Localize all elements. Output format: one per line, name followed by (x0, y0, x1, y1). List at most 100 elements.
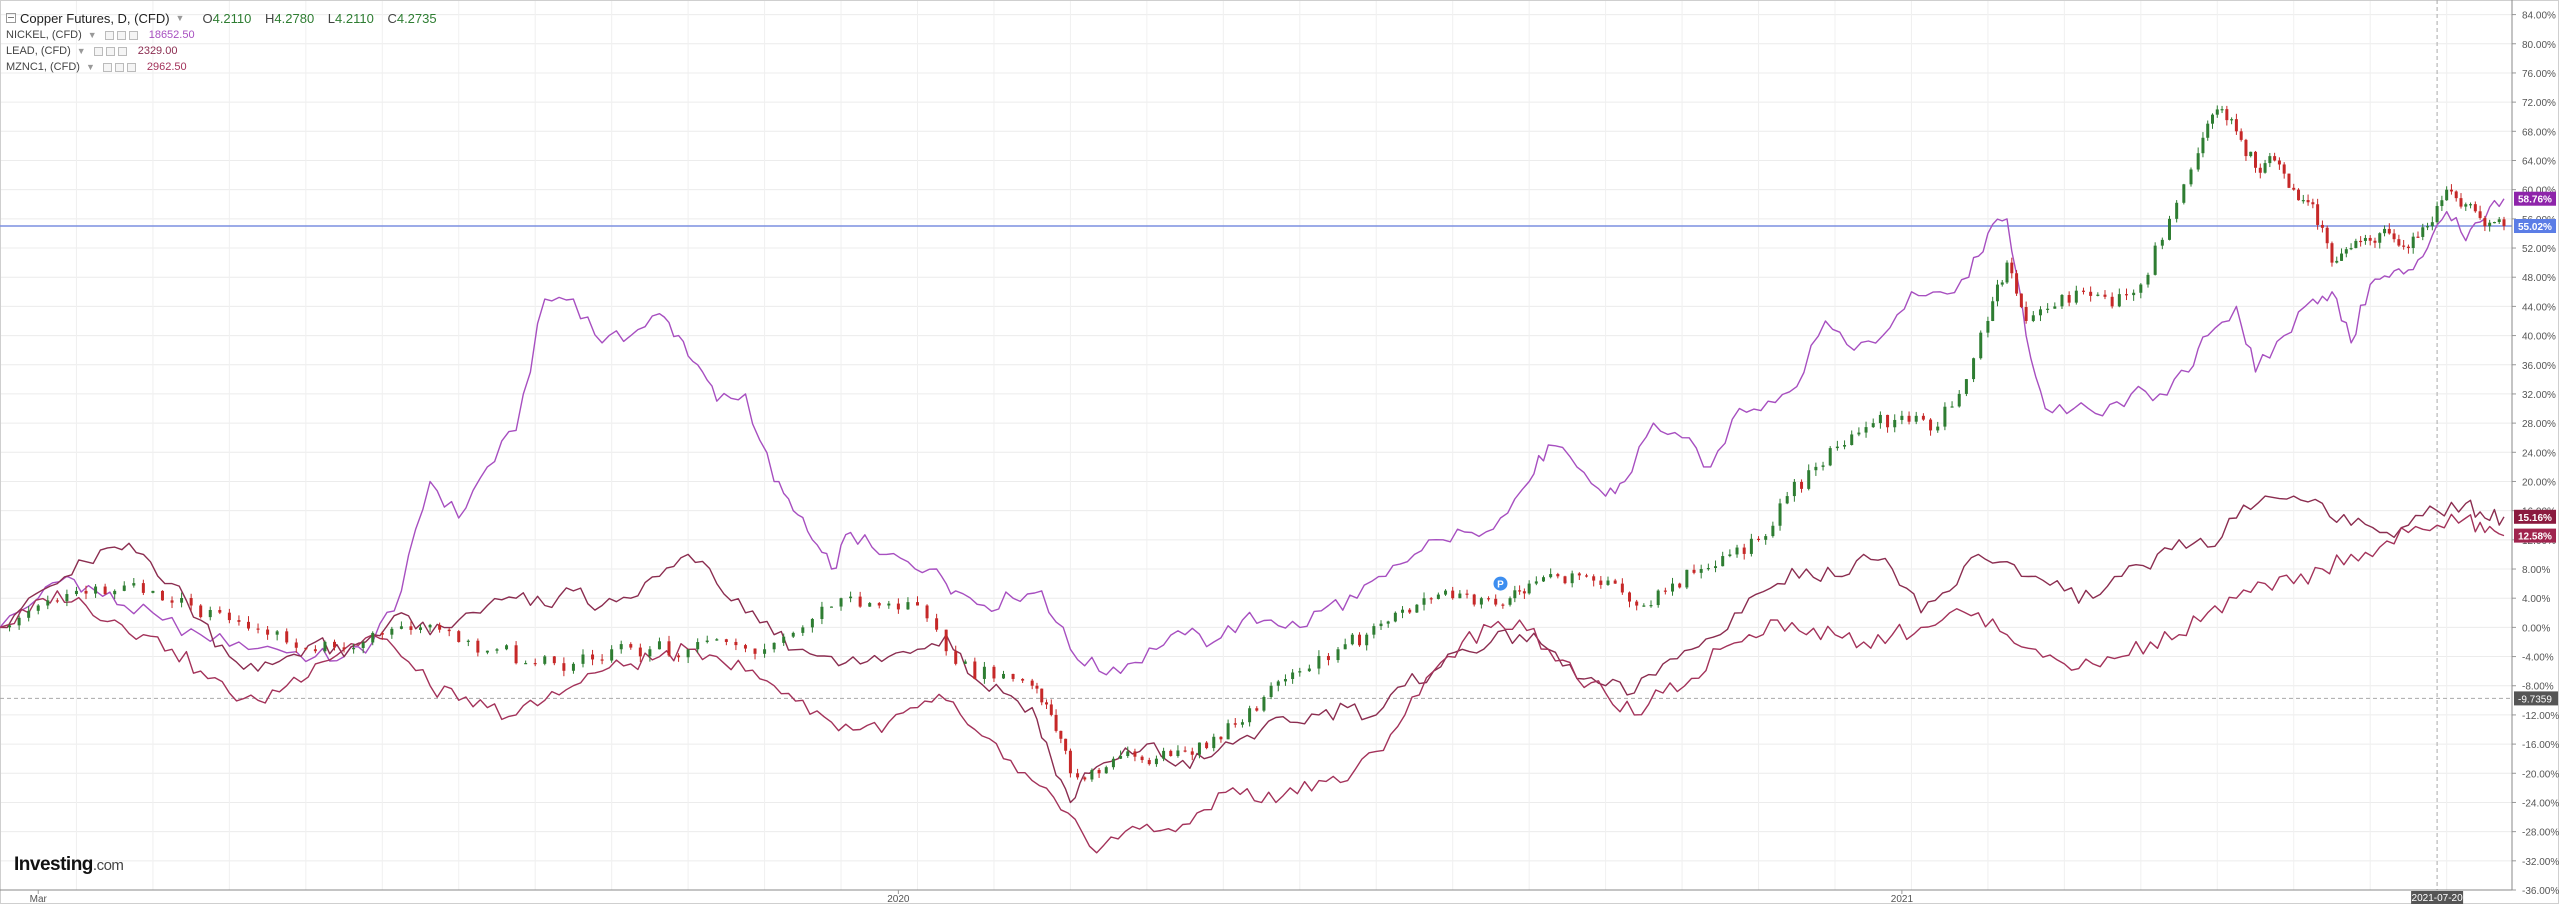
copper-candles (8, 105, 2506, 782)
candle-body (2459, 198, 2463, 207)
candle-body (1936, 426, 1940, 431)
candle-body (2340, 253, 2344, 261)
candle-body (1828, 448, 1832, 466)
close-icon[interactable] (128, 30, 138, 40)
settings-icon[interactable] (116, 30, 126, 40)
eye-icon[interactable] (93, 46, 103, 56)
settings-icon[interactable] (105, 46, 115, 56)
candle-body (1563, 576, 1567, 584)
chevron-down-icon[interactable]: ▼ (175, 13, 185, 23)
overlay-value: 2329.00 (137, 45, 178, 57)
candle-body (170, 600, 174, 603)
candle-body (1914, 415, 1918, 422)
candle-body (810, 618, 814, 628)
candle-body (2000, 282, 2004, 285)
legend-overlay-mznc1[interactable]: MZNC1, (CFD) ▼ 2962.50 (6, 59, 437, 75)
candle-body (1549, 574, 1553, 578)
candle-body (1487, 598, 1491, 600)
candle-body (696, 642, 700, 650)
candle-body (1821, 465, 1825, 467)
close-label: C (387, 10, 397, 26)
candle-body (371, 632, 375, 643)
candle-body (1298, 671, 1302, 673)
candle-body (151, 590, 155, 593)
candle-body (2449, 189, 2453, 192)
candle-body (2301, 200, 2305, 202)
candle-body (1140, 756, 1144, 761)
candle-body (1169, 750, 1173, 757)
candle-body (1728, 554, 1732, 557)
legend-main-row[interactable]: Copper Futures, D, (CFD) ▼ O4.2110 H4.27… (6, 9, 437, 27)
candle-body (285, 631, 289, 643)
candle-body (2397, 239, 2401, 246)
candle-body (1393, 612, 1397, 622)
candle-body (1800, 481, 1804, 489)
candle-body (1613, 580, 1617, 584)
y-tick-label: -20.00% (2522, 769, 2559, 780)
last-value-text: 55.02% (2518, 222, 2552, 233)
y-axis[interactable]: 84.00% 80.00% 76.00% 72.00% 68.00% 64.00% 60.0… (2511, 0, 2559, 897)
y-tick-label: 44.00% (2522, 302, 2556, 313)
eye-icon[interactable] (104, 30, 114, 40)
series-line (0, 495, 2505, 804)
candle-body (2175, 202, 2179, 219)
last-value-text: 58.76% (2518, 195, 2552, 206)
candle-body (533, 663, 537, 665)
candle-body (27, 610, 31, 618)
candle-body (342, 647, 346, 650)
candle-body (2015, 273, 2019, 294)
candle-body (1090, 769, 1094, 780)
candle-body (1534, 581, 1538, 584)
candle-body (1721, 556, 1725, 567)
candle-body (1494, 598, 1498, 605)
candle-body (2488, 222, 2492, 227)
close-icon[interactable] (117, 46, 127, 56)
candle-body (2454, 191, 2458, 199)
legend-overlay-nickel[interactable]: NICKEL, (CFD) ▼ 18652.50 (6, 27, 437, 43)
candle-body (2153, 245, 2157, 275)
candle-body (2010, 262, 2014, 274)
settings-icon[interactable] (114, 62, 124, 72)
x-tick-label: 2021 (1891, 894, 1914, 904)
crosshair-value: -9.7359 (2518, 694, 2552, 705)
eye-icon[interactable] (102, 62, 112, 72)
candle-body (849, 596, 853, 599)
candle-body (1814, 466, 1818, 471)
y-tick-label: -16.00% (2522, 740, 2559, 751)
marker-layer: P (1493, 576, 1508, 591)
candle-body (1518, 590, 1522, 592)
legend: Copper Futures, D, (CFD) ▼ O4.2110 H4.27… (6, 9, 437, 75)
candle-body (1002, 673, 1006, 679)
candle-body (1692, 569, 1696, 573)
candle-body (1472, 594, 1476, 605)
candle-body (1336, 649, 1340, 661)
high-label: H (265, 10, 275, 26)
candle-body (1458, 593, 1462, 599)
candle-body (571, 663, 575, 671)
candle-body (2368, 237, 2372, 241)
chevron-down-icon[interactable]: ▼ (87, 30, 97, 40)
candle-body (495, 649, 499, 651)
chevron-down-icon[interactable]: ▼ (85, 62, 95, 72)
candle-body (591, 654, 595, 660)
candle-body (887, 603, 891, 606)
candle-body (1950, 406, 1954, 408)
close-icon[interactable] (126, 62, 136, 72)
chevron-down-icon[interactable]: ▼ (76, 46, 86, 56)
candle-body (1133, 751, 1137, 757)
candle-body (1219, 736, 1223, 740)
candle-body (141, 583, 145, 593)
candle-body (2019, 293, 2023, 308)
candle-body (1886, 414, 1890, 428)
candle-body (2031, 315, 2035, 321)
x-axis[interactable]: Mar 2020 2021 2021-07-20 (0, 889, 2512, 904)
collapse-icon[interactable] (6, 13, 16, 23)
candle-body (1893, 419, 1897, 428)
x-axis-crosshair-badge (2411, 891, 2464, 904)
legend-overlay-lead[interactable]: LEAD, (CFD) ▼ 2329.00 (6, 43, 437, 59)
candle-body (2225, 109, 2229, 121)
candle-body (514, 645, 518, 664)
open-value: 4.2110 (212, 10, 252, 26)
candle-body (1749, 538, 1753, 554)
